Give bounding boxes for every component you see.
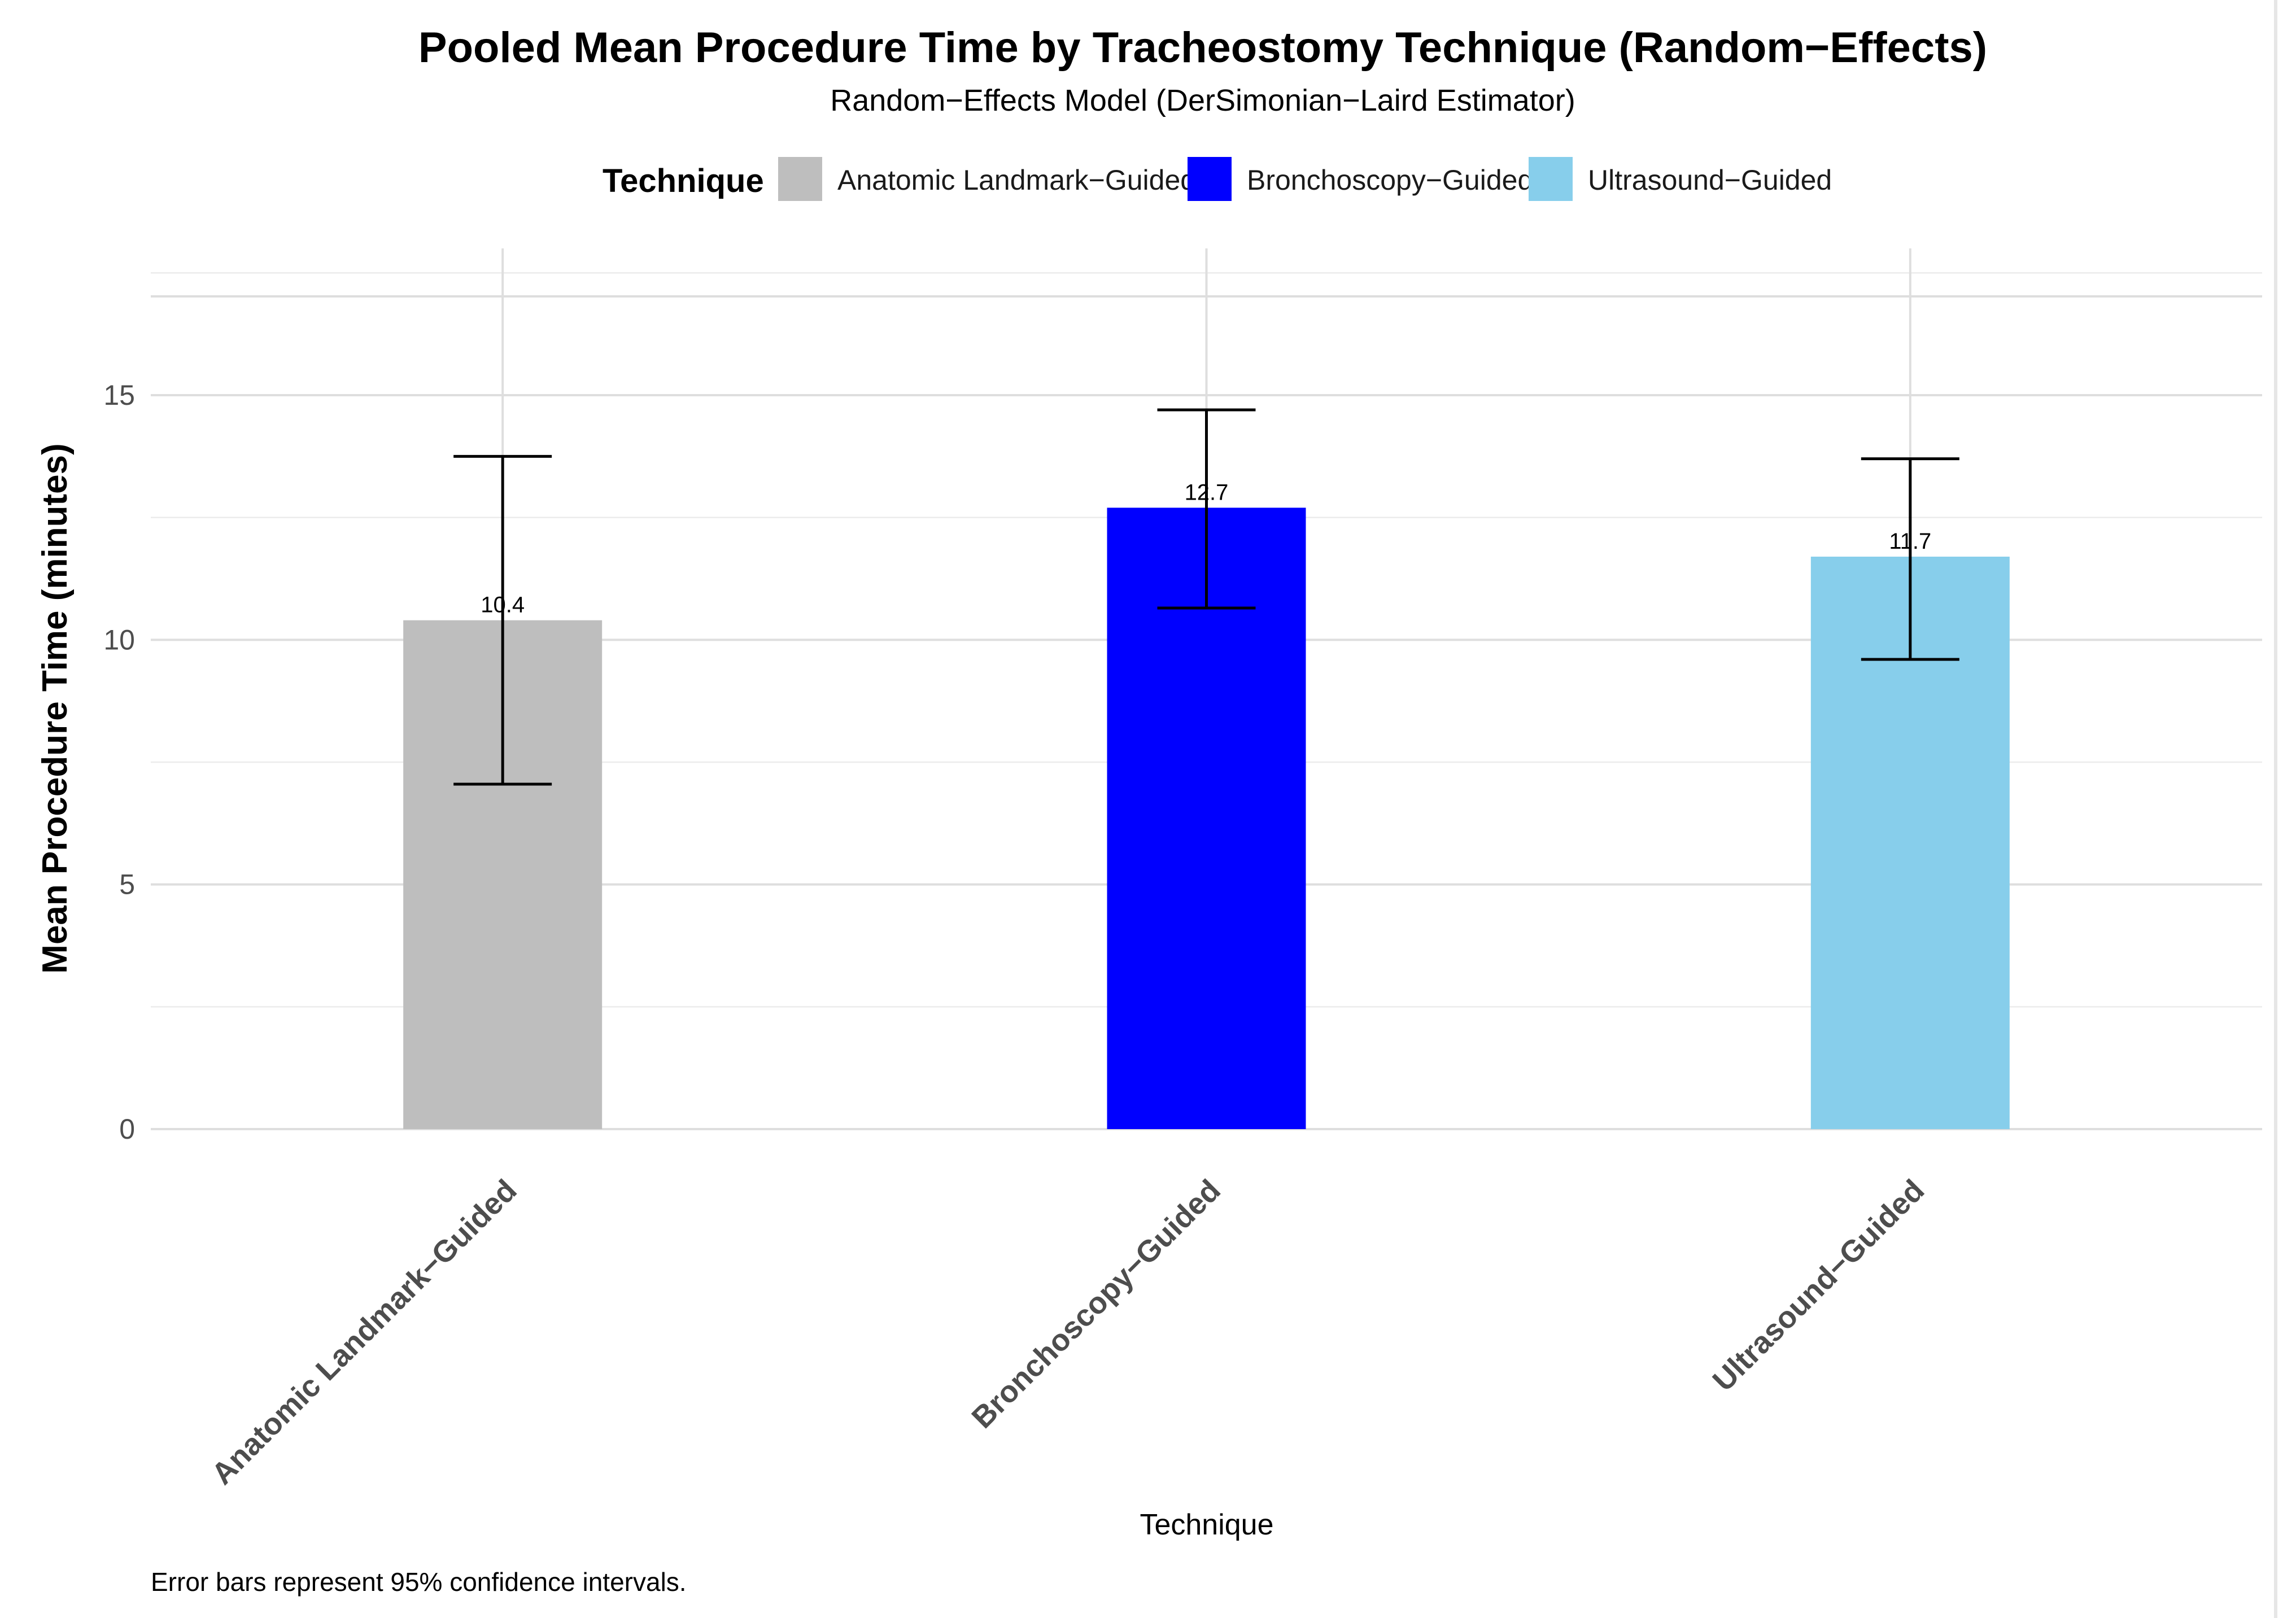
legend-label: Anatomic Landmark−Guided <box>837 164 1196 196</box>
bars <box>403 508 2010 1130</box>
y-tick-label: 15 <box>103 379 135 411</box>
y-tick-label: 5 <box>119 869 135 900</box>
y-axis-label: Mean Procedure Time (minutes) <box>36 443 75 973</box>
legend-title: Technique <box>603 163 764 199</box>
legend-swatch <box>1188 157 1232 201</box>
legend-label: Bronchoscopy−Guided <box>1247 164 1533 196</box>
legend-label: Ultrasound−Guided <box>1588 164 1832 196</box>
value-labels: 10.4 12.7 11.7 <box>481 480 1931 617</box>
y-tick-label: 10 <box>103 624 135 655</box>
bar-value-label: 12.7 <box>1185 480 1229 505</box>
bar-value-label: 10.4 <box>481 593 525 618</box>
y-tick-label: 0 <box>119 1113 135 1145</box>
legend-swatch <box>1529 157 1573 201</box>
legend-entry: Ultrasound−Guided <box>1529 157 1832 201</box>
legend-entry: Anatomic Landmark−Guided <box>778 157 1196 201</box>
legend: Technique Anatomic Landmark−Guided Bronch… <box>603 157 1832 201</box>
caption: Error bars represent 95% confidence inte… <box>151 1567 687 1597</box>
x-axis-label: Technique <box>1140 1508 1273 1541</box>
legend-entry: Bronchoscopy−Guided <box>1188 157 1533 201</box>
chart-title: Pooled Mean Procedure Time by Tracheosto… <box>418 24 1987 72</box>
legend-swatch <box>778 157 822 201</box>
error-bars <box>453 408 1959 786</box>
chart-subtitle: Random−Effects Model (DerSimonian−Laird … <box>830 84 1575 117</box>
bar <box>1107 508 1306 1130</box>
bar-value-label: 11.7 <box>1889 529 1931 554</box>
y-axis-ticks: 0 5 10 15 <box>103 379 135 1145</box>
